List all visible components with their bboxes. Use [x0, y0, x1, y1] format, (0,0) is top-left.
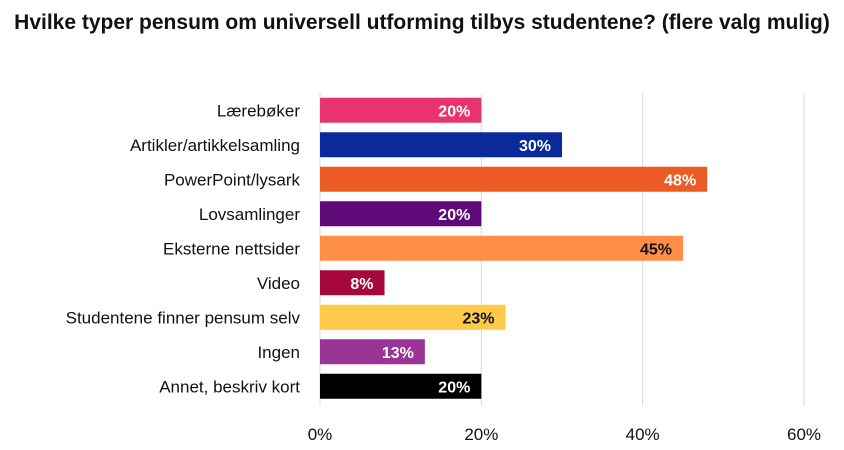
- data-label: 45%: [640, 241, 672, 258]
- x-tick-label: 20%: [464, 425, 498, 444]
- category-label: Lærebøker: [217, 101, 300, 120]
- bar: [320, 339, 425, 365]
- category-label: Artikler/artikkelsamling: [130, 136, 300, 155]
- bar: [320, 373, 482, 399]
- chart-title: Hvilke typer pensum om universell utform…: [14, 11, 830, 34]
- x-tick-label: 0%: [308, 425, 333, 444]
- bar: [320, 132, 562, 158]
- bar: [320, 270, 385, 296]
- data-label: 8%: [350, 276, 373, 293]
- bar: [320, 304, 506, 330]
- category-label: Video: [257, 274, 300, 293]
- bar: [320, 235, 683, 261]
- bar: [320, 97, 482, 123]
- x-tick-label: 60%: [787, 425, 821, 444]
- category-label: Annet, beskriv kort: [159, 377, 300, 396]
- data-label: 30%: [519, 138, 551, 155]
- category-label: Lovsamlinger: [199, 205, 300, 224]
- data-label: 20%: [438, 379, 470, 396]
- data-label: 20%: [438, 207, 470, 224]
- category-label: Studentene finner pensum selv: [66, 308, 301, 327]
- category-label: PowerPoint/lysark: [164, 170, 301, 189]
- data-label: 48%: [664, 172, 696, 189]
- bar: [320, 201, 482, 227]
- bar: [320, 166, 708, 192]
- data-label: 13%: [382, 345, 414, 362]
- category-label: Eksterne nettsider: [163, 239, 300, 258]
- data-label: 20%: [438, 103, 470, 120]
- data-label: 23%: [463, 310, 495, 327]
- category-label: Ingen: [257, 343, 300, 362]
- x-tick-label: 40%: [626, 425, 660, 444]
